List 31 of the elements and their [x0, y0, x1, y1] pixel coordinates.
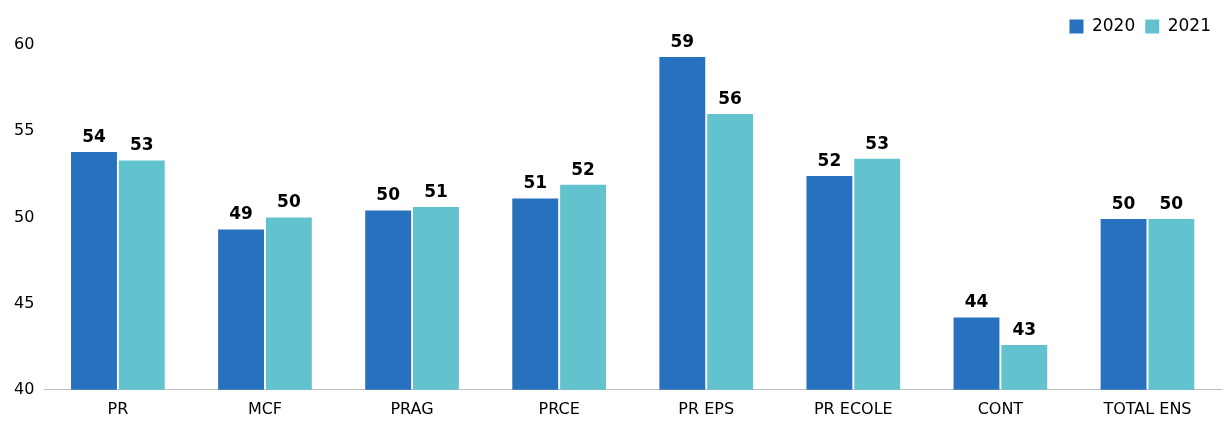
data-label: 54	[82, 125, 106, 146]
data-label: 51	[424, 180, 448, 201]
data-label: 59	[670, 30, 695, 51]
y-tick-label: 45	[14, 292, 35, 312]
data-label: 52	[571, 158, 595, 179]
data-label: 51	[523, 172, 548, 193]
y-tick-label: 55	[14, 120, 35, 140]
y-tick-label: 60	[14, 34, 35, 54]
data-label: 53	[129, 134, 154, 155]
data-label: 50	[277, 191, 301, 212]
x-tick-label: PRCE	[538, 398, 580, 418]
x-tick-label: TOTAL ENS	[1102, 398, 1192, 418]
x-tick-label: PR ECOLE	[813, 398, 893, 418]
y-tick-label: 50	[14, 206, 35, 226]
data-label: 53	[865, 132, 890, 153]
x-tick-label: PR EPS	[678, 398, 735, 418]
data-label: 50	[1159, 193, 1184, 214]
x-tick-label: PRAG	[390, 398, 434, 418]
y-tick-label: 40	[14, 378, 35, 398]
data-label: 43	[1012, 318, 1037, 339]
data-label: 50	[376, 184, 401, 205]
legend-label: 2021	[1167, 14, 1211, 35]
data-label: 49	[229, 203, 253, 224]
data-label: 56	[718, 87, 742, 108]
x-tick-label: CONT	[977, 398, 1024, 418]
x-tick-label: PR	[107, 398, 129, 418]
x-tick-label: MCF	[247, 398, 283, 418]
data-label: 52	[817, 149, 842, 170]
legend-label: 2020	[1091, 14, 1136, 35]
data-label: 50	[1111, 193, 1136, 214]
data-label: 44	[964, 291, 989, 312]
